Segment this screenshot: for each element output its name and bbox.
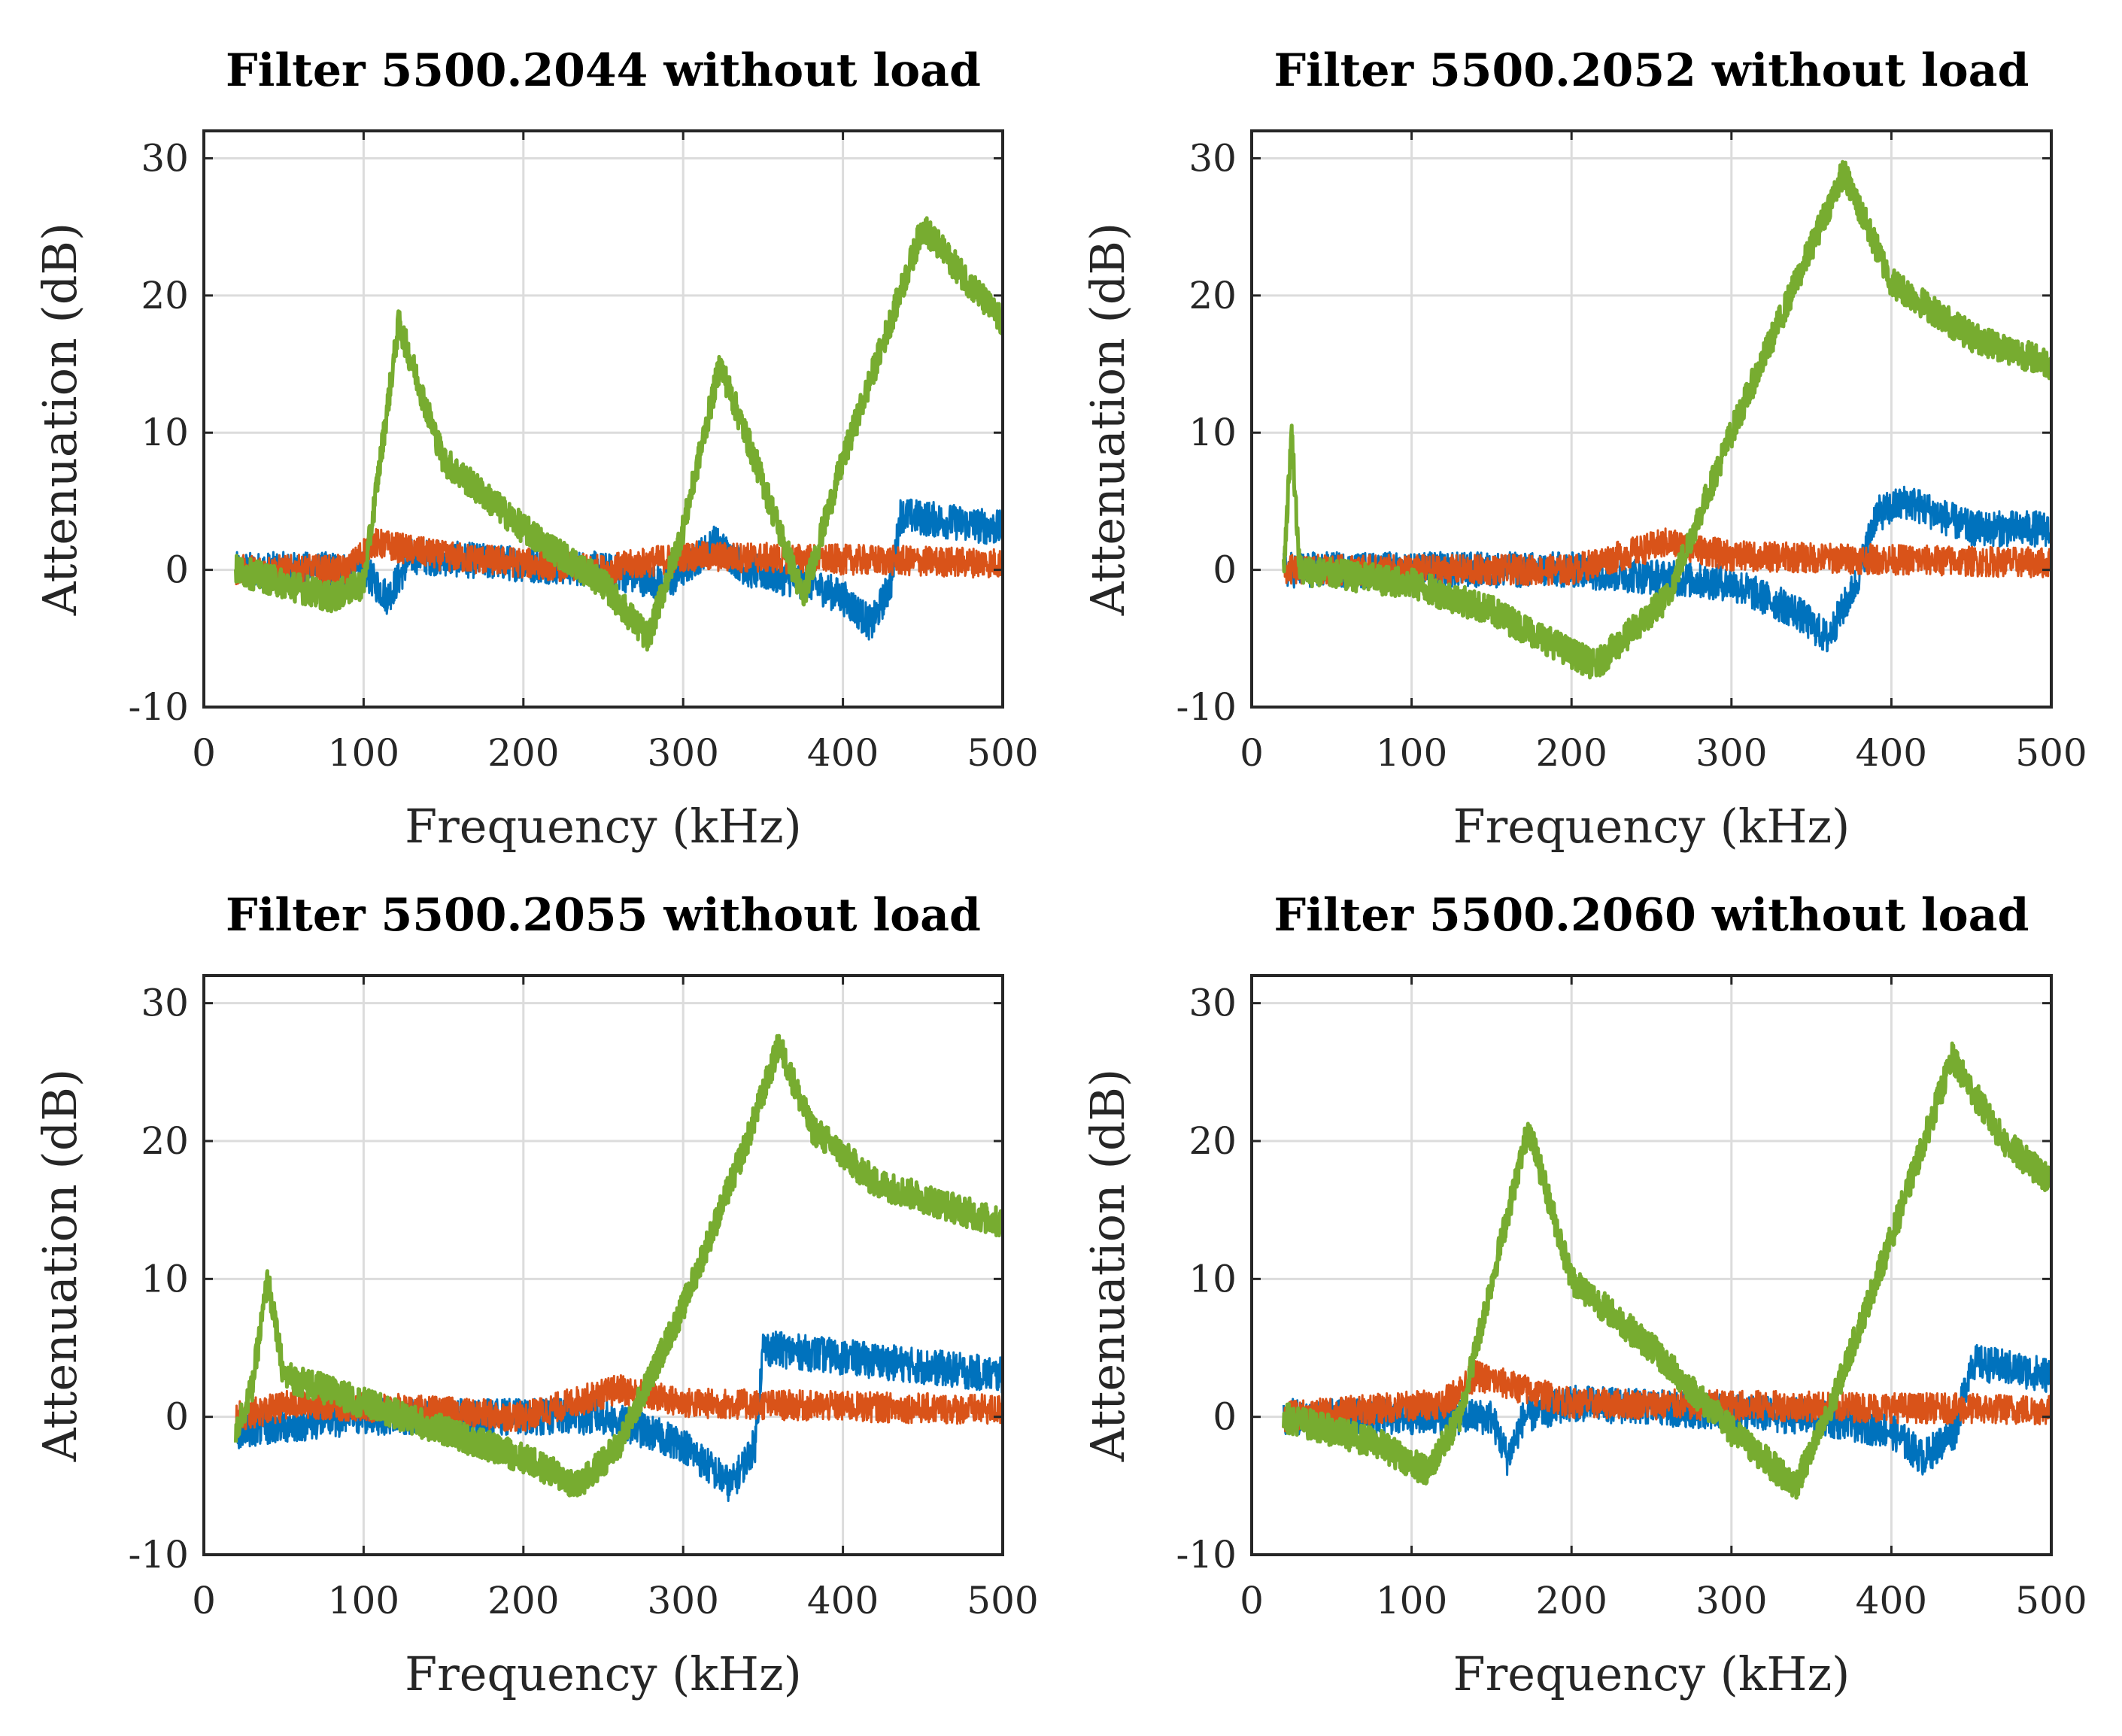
x-tick-label: 0 xyxy=(1240,1579,1264,1622)
x-tick-label: 400 xyxy=(1856,731,1927,775)
x-tick-label: 200 xyxy=(487,731,559,775)
series-green xyxy=(1282,1041,2051,1500)
x-axis-label: Frequency (kHz) xyxy=(405,1646,802,1701)
x-tick-label: 300 xyxy=(647,731,718,775)
y-axis-label: Attenuation (dB) xyxy=(1080,223,1135,616)
x-tick-label: 500 xyxy=(2015,731,2087,775)
x-tick-label: 500 xyxy=(967,731,1038,775)
x-tick-label: 300 xyxy=(1695,731,1767,775)
y-tick-label: 20 xyxy=(1189,274,1237,317)
y-axis-label: Attenuation (dB) xyxy=(32,1069,87,1462)
x-tick-label: 400 xyxy=(807,1579,879,1622)
x-tick-label: 0 xyxy=(1240,731,1264,775)
y-tick-label: 20 xyxy=(1189,1119,1237,1163)
y-tick-label: 0 xyxy=(165,1395,189,1439)
x-tick-label: 300 xyxy=(647,1579,718,1622)
y-tick-label: 10 xyxy=(1189,411,1237,454)
axes-box xyxy=(202,974,1004,1556)
series-green xyxy=(234,216,1003,652)
x-tick-label: 500 xyxy=(2015,1579,2087,1622)
y-axis-label: Attenuation (dB) xyxy=(32,223,87,616)
x-tick-label: 0 xyxy=(192,1579,216,1622)
y-tick-label: -10 xyxy=(128,685,189,729)
series-green xyxy=(234,1033,1003,1498)
y-tick-label: 0 xyxy=(1213,1395,1237,1439)
y-tick-label: 10 xyxy=(141,1257,189,1300)
y-axis-label: Attenuation (dB) xyxy=(1080,1069,1135,1462)
y-tick-label: 20 xyxy=(141,1119,189,1163)
x-tick-label: 200 xyxy=(1535,1579,1607,1622)
x-tick-label: 100 xyxy=(328,1579,399,1622)
chart-title: Filter 5500.2044 without load xyxy=(226,44,981,97)
x-axis-label: Frequency (kHz) xyxy=(405,799,802,854)
axes-box xyxy=(202,129,1004,709)
x-tick-label: 100 xyxy=(1376,1579,1447,1622)
y-tick-label: -10 xyxy=(1176,1533,1237,1577)
y-tick-label: 30 xyxy=(1189,982,1237,1025)
chart-title: Filter 5500.2060 without load xyxy=(1274,889,2029,942)
x-tick-label: 400 xyxy=(807,731,879,775)
y-tick-label: 30 xyxy=(141,136,189,180)
x-tick-label: 400 xyxy=(1856,1579,1927,1622)
series-green xyxy=(1282,159,2051,680)
series-orange xyxy=(235,1374,1003,1433)
axes-box xyxy=(1250,129,2053,709)
x-axis-label: Frequency (kHz) xyxy=(1453,799,1850,854)
y-tick-label: 10 xyxy=(1189,1257,1237,1300)
y-tick-label: 30 xyxy=(141,982,189,1025)
x-tick-label: 100 xyxy=(1376,731,1447,775)
x-tick-label: 500 xyxy=(967,1579,1038,1622)
y-tick-label: 30 xyxy=(1189,136,1237,180)
x-tick-label: 200 xyxy=(487,1579,559,1622)
x-tick-label: 100 xyxy=(328,731,399,775)
x-axis-label: Frequency (kHz) xyxy=(1453,1646,1850,1701)
y-tick-label: 0 xyxy=(1213,548,1237,592)
y-tick-label: -10 xyxy=(1176,685,1237,729)
x-tick-label: 200 xyxy=(1535,731,1607,775)
axes-box xyxy=(1250,974,2053,1556)
y-tick-label: 20 xyxy=(141,274,189,317)
x-tick-label: 0 xyxy=(192,731,216,775)
chart-title: Filter 5500.2052 without load xyxy=(1274,44,2029,97)
x-tick-label: 300 xyxy=(1695,1579,1767,1622)
y-tick-label: 10 xyxy=(141,411,189,454)
y-tick-label: -10 xyxy=(128,1533,189,1577)
chart-title: Filter 5500.2055 without load xyxy=(226,889,981,942)
y-tick-label: 0 xyxy=(165,548,189,592)
series-orange xyxy=(1283,1360,2051,1433)
